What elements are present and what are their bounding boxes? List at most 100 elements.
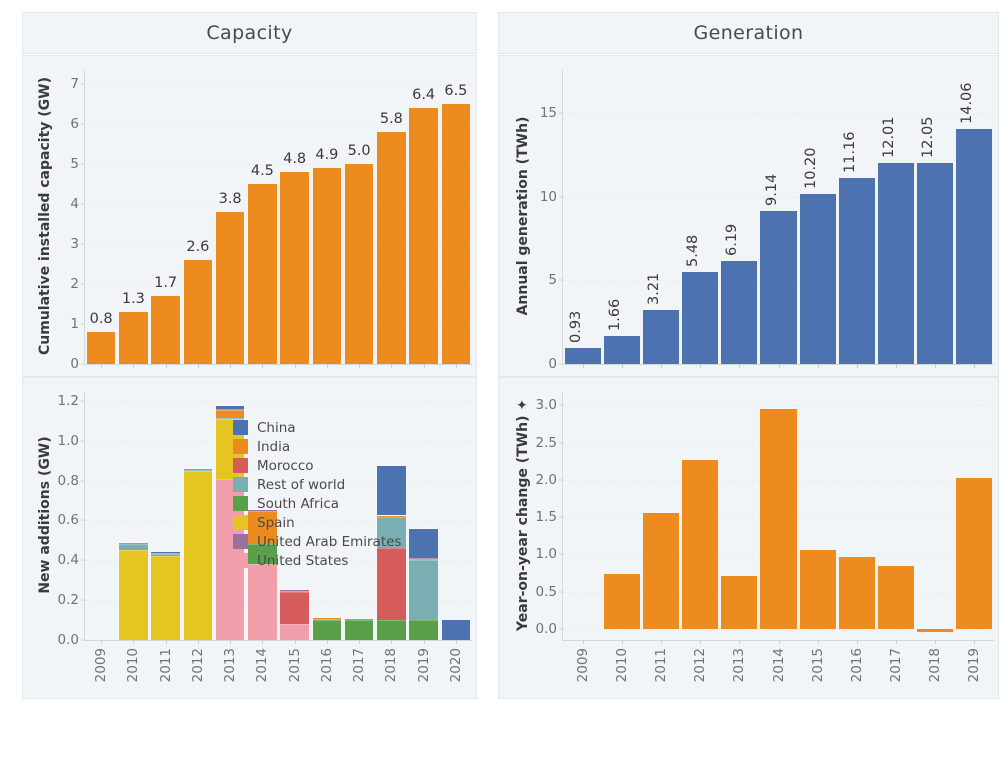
bar[interactable] — [760, 211, 797, 364]
stack-segment[interactable] — [279, 591, 310, 626]
stack-segment[interactable] — [440, 619, 472, 641]
stacked-bar[interactable] — [440, 392, 472, 641]
bar[interactable] — [377, 132, 406, 364]
stack-segment[interactable] — [214, 407, 246, 411]
stack-segment[interactable] — [311, 619, 343, 641]
bar[interactable] — [151, 296, 180, 364]
legend-item-united-arab-emirates[interactable]: United Arab Emirates — [233, 532, 401, 551]
stack-segment[interactable] — [118, 543, 149, 552]
stack-segment[interactable] — [408, 558, 439, 562]
stack-segment[interactable] — [150, 552, 181, 556]
stacked-bar[interactable] — [247, 392, 278, 641]
stacked-bar[interactable] — [182, 392, 214, 641]
x-axis-tick-mark — [817, 640, 819, 644]
bar[interactable] — [183, 260, 213, 364]
stacked-bar[interactable] — [150, 392, 181, 641]
bar[interactable] — [215, 212, 245, 364]
bar-value-label: 6.5 — [444, 83, 468, 99]
bar[interactable] — [721, 260, 758, 364]
bar[interactable] — [799, 549, 836, 629]
bar[interactable] — [344, 164, 374, 364]
stack-segment[interactable] — [408, 528, 439, 560]
stacked-bar[interactable] — [279, 392, 310, 641]
x-axis-tick-mark — [935, 640, 937, 644]
bar[interactable] — [721, 575, 758, 629]
bar[interactable] — [760, 409, 797, 629]
bar[interactable] — [878, 163, 915, 364]
bar[interactable] — [603, 336, 640, 364]
stack-segment[interactable] — [182, 468, 214, 472]
stack-segment[interactable] — [214, 404, 246, 410]
legend-item-south-africa[interactable]: South Africa — [233, 494, 401, 513]
stacked-bar[interactable] — [118, 392, 149, 641]
stacked-bar[interactable] — [87, 392, 115, 640]
bar[interactable] — [838, 557, 875, 629]
stack-segment[interactable] — [408, 619, 439, 641]
stacked-bar[interactable] — [376, 392, 407, 641]
stack-segment[interactable] — [311, 618, 343, 622]
stack-segment[interactable] — [150, 551, 181, 555]
stack-segment[interactable] — [247, 563, 278, 641]
x-axis-tick-mark — [101, 640, 103, 644]
stack-segment[interactable] — [376, 547, 407, 622]
stack-segment[interactable] — [376, 619, 407, 641]
stack-segment[interactable] — [279, 590, 310, 594]
stack-segment[interactable] — [150, 555, 181, 641]
bar[interactable] — [917, 628, 954, 632]
stack-segment[interactable] — [150, 553, 181, 558]
bar[interactable] — [280, 172, 309, 364]
stack-segment[interactable] — [376, 514, 407, 518]
legend-item-india[interactable]: India — [233, 437, 401, 456]
x-axis-tick-mark — [896, 364, 898, 368]
stack-segment[interactable] — [311, 617, 343, 621]
legend-item-united-states[interactable]: United States — [233, 551, 401, 570]
x-axis-tick-mark — [391, 364, 393, 368]
stacked-bar[interactable] — [311, 392, 343, 641]
stack-segment[interactable] — [376, 464, 407, 517]
stack-segment[interactable] — [343, 619, 375, 641]
gridline — [563, 405, 994, 407]
legend-item-spain[interactable]: Spain — [233, 513, 401, 532]
bar[interactable] — [441, 104, 471, 364]
stack-segment[interactable] — [118, 542, 149, 546]
stack-segment[interactable] — [214, 408, 246, 419]
legend-item-rest-of-world[interactable]: Rest of world — [233, 475, 401, 494]
legend-item-china[interactable]: China — [233, 418, 401, 437]
bar[interactable] — [917, 162, 954, 364]
bar[interactable] — [86, 332, 116, 364]
stack-segment[interactable] — [214, 416, 246, 420]
stacked-bar[interactable] — [408, 392, 439, 641]
bar[interactable] — [682, 459, 719, 629]
bar[interactable] — [642, 513, 679, 629]
bar[interactable] — [956, 129, 993, 364]
bar[interactable] — [603, 574, 640, 629]
bar-value-label: 5.8 — [379, 111, 403, 127]
stack-segment[interactable] — [279, 589, 310, 593]
legend-item-morocco[interactable]: Morocco — [233, 456, 401, 475]
stack-segment[interactable] — [408, 557, 439, 561]
bar[interactable] — [838, 177, 875, 364]
bar[interactable] — [312, 168, 342, 364]
bar[interactable] — [409, 108, 438, 364]
bar[interactable] — [564, 348, 601, 364]
stack-segment[interactable] — [118, 549, 149, 641]
stack-segment[interactable] — [408, 559, 439, 622]
stack-segment[interactable] — [182, 469, 214, 641]
stack-segment[interactable] — [182, 467, 214, 471]
bar[interactable] — [956, 478, 993, 629]
bar[interactable] — [682, 272, 719, 364]
y-axis-tick-mark — [81, 163, 85, 165]
stacked-bar[interactable] — [343, 392, 375, 641]
stack-segment[interactable] — [247, 543, 278, 566]
stack-segment[interactable] — [247, 509, 278, 546]
bar[interactable] — [878, 565, 915, 629]
bar[interactable] — [248, 184, 277, 364]
bar[interactable] — [642, 310, 679, 364]
bar[interactable] — [119, 312, 148, 364]
stack-segment[interactable] — [343, 618, 375, 622]
stack-segment[interactable] — [247, 508, 278, 512]
stack-segment[interactable] — [376, 515, 407, 550]
y-axis-tick-mark — [559, 553, 563, 555]
stack-segment[interactable] — [279, 623, 310, 641]
bar[interactable] — [799, 193, 836, 364]
